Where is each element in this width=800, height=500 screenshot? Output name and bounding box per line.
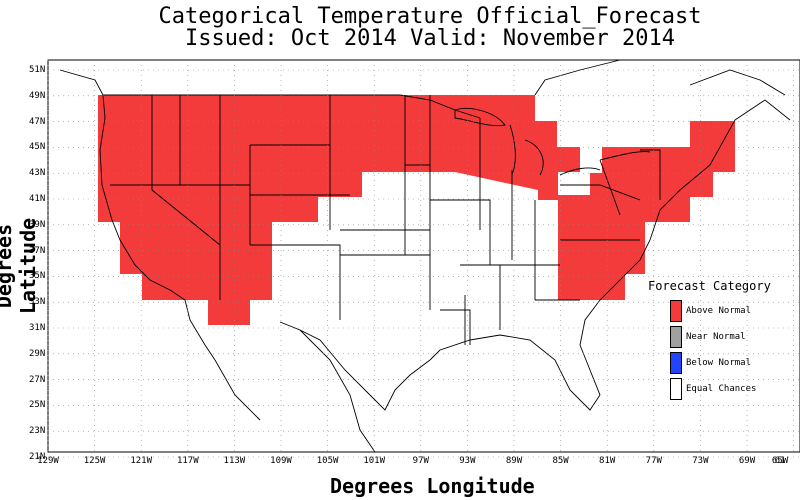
y-tick-label: 49N xyxy=(29,90,46,101)
x-tick-label: 93W xyxy=(459,456,476,466)
y-tick-label: 37N xyxy=(29,245,46,256)
x-tick-label: 73W xyxy=(692,456,709,466)
x-tick-label: 105W xyxy=(316,456,339,466)
x-tick-label: 61 xyxy=(774,456,786,466)
x-tick-label: 97W xyxy=(412,456,429,466)
y-tick-label: 29N xyxy=(29,348,46,359)
y-tick-label: 35N xyxy=(29,271,46,282)
legend-swatch xyxy=(670,352,682,374)
grid xyxy=(47,60,800,458)
y-tick-label: 43N xyxy=(29,168,46,179)
y-tick-label: 47N xyxy=(29,116,46,127)
state-boundaries xyxy=(59,59,791,453)
y-tick-label: 39N xyxy=(29,219,46,230)
y-tick-label: 41N xyxy=(29,194,46,204)
x-tick-label: 65W xyxy=(771,456,789,466)
x-tick-label: 125W xyxy=(83,456,106,466)
x-tick-label: 129W xyxy=(37,456,59,466)
x-tick-label: 81W xyxy=(599,456,616,466)
legend-swatch xyxy=(670,378,682,400)
y-tick-label: 31N xyxy=(29,323,46,333)
legend-swatch xyxy=(670,300,682,322)
x-axis-title: Degrees Longitude xyxy=(330,474,535,498)
x-tick-label: 113W xyxy=(223,456,246,466)
y-tick-label: 45N xyxy=(29,142,46,153)
legend-label: Near Normal xyxy=(686,332,746,342)
chart-title: Categorical Temperature Official_Forecas… xyxy=(158,4,702,29)
y-tick-label: 33N xyxy=(29,297,46,308)
x-tick-label: 101W xyxy=(363,456,386,466)
x-tick-label: 89W xyxy=(505,456,523,466)
x-tick-label: 77W xyxy=(645,456,662,466)
y-tick-label: 25N xyxy=(29,400,46,411)
x-tick-label: 121W xyxy=(130,456,153,466)
y-tick-label: 27N xyxy=(29,374,46,385)
legend-label: Equal Chances xyxy=(686,384,757,394)
y-tick-label: 51N xyxy=(29,65,46,75)
y-axis-title: Degrees Latitude xyxy=(0,217,40,315)
x-tick-label: 69W xyxy=(738,456,756,466)
x-tick-label: 117W xyxy=(176,456,199,466)
chart-subtitle: Issued: Oct 2014 Valid: November 2014 xyxy=(184,26,676,51)
x-tick-label: 109W xyxy=(270,456,292,466)
x-tick-label: 85W xyxy=(552,456,569,466)
legend-title: Forecast Category xyxy=(648,279,771,293)
legend-label: Below Normal xyxy=(686,358,752,368)
legend-label: Above Normal xyxy=(686,306,752,316)
y-tick-label: 23N xyxy=(29,426,46,437)
legend-swatch xyxy=(670,326,682,348)
y-tick-label: 21N xyxy=(29,452,46,462)
